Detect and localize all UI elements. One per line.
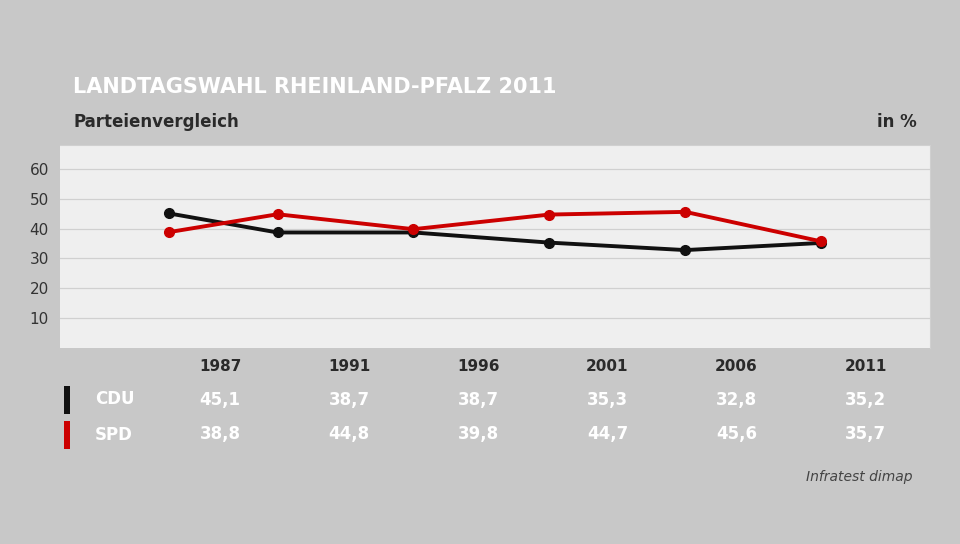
Text: 39,8: 39,8 [458,425,499,443]
Text: 2006: 2006 [715,360,757,374]
Text: 1996: 1996 [457,360,499,374]
Text: SPD: SPD [95,425,132,443]
Text: 44,7: 44,7 [587,425,628,443]
Text: Infratest dimap: Infratest dimap [806,470,913,484]
Text: LANDTAGSWAHL RHEINLAND-PFALZ 2011: LANDTAGSWAHL RHEINLAND-PFALZ 2011 [73,77,557,97]
Text: CDU: CDU [95,391,134,409]
Text: 1991: 1991 [328,360,371,374]
Text: 38,7: 38,7 [458,391,499,409]
Text: 2011: 2011 [844,360,887,374]
Text: in %: in % [877,113,917,131]
Text: 38,7: 38,7 [328,391,370,409]
Bar [64,386,70,413]
Text: 35,2: 35,2 [845,391,886,409]
Text: Parteienvergleich: Parteienvergleich [73,113,239,131]
Text: 35,3: 35,3 [587,391,628,409]
Text: 1987: 1987 [199,360,241,374]
Text: 45,1: 45,1 [200,391,241,409]
Text: 44,8: 44,8 [328,425,370,443]
Bar [64,421,70,448]
Text: 45,6: 45,6 [716,425,756,443]
Text: 2001: 2001 [587,360,629,374]
Text: 38,8: 38,8 [200,425,241,443]
Text: 32,8: 32,8 [716,391,757,409]
Text: 35,7: 35,7 [845,425,886,443]
